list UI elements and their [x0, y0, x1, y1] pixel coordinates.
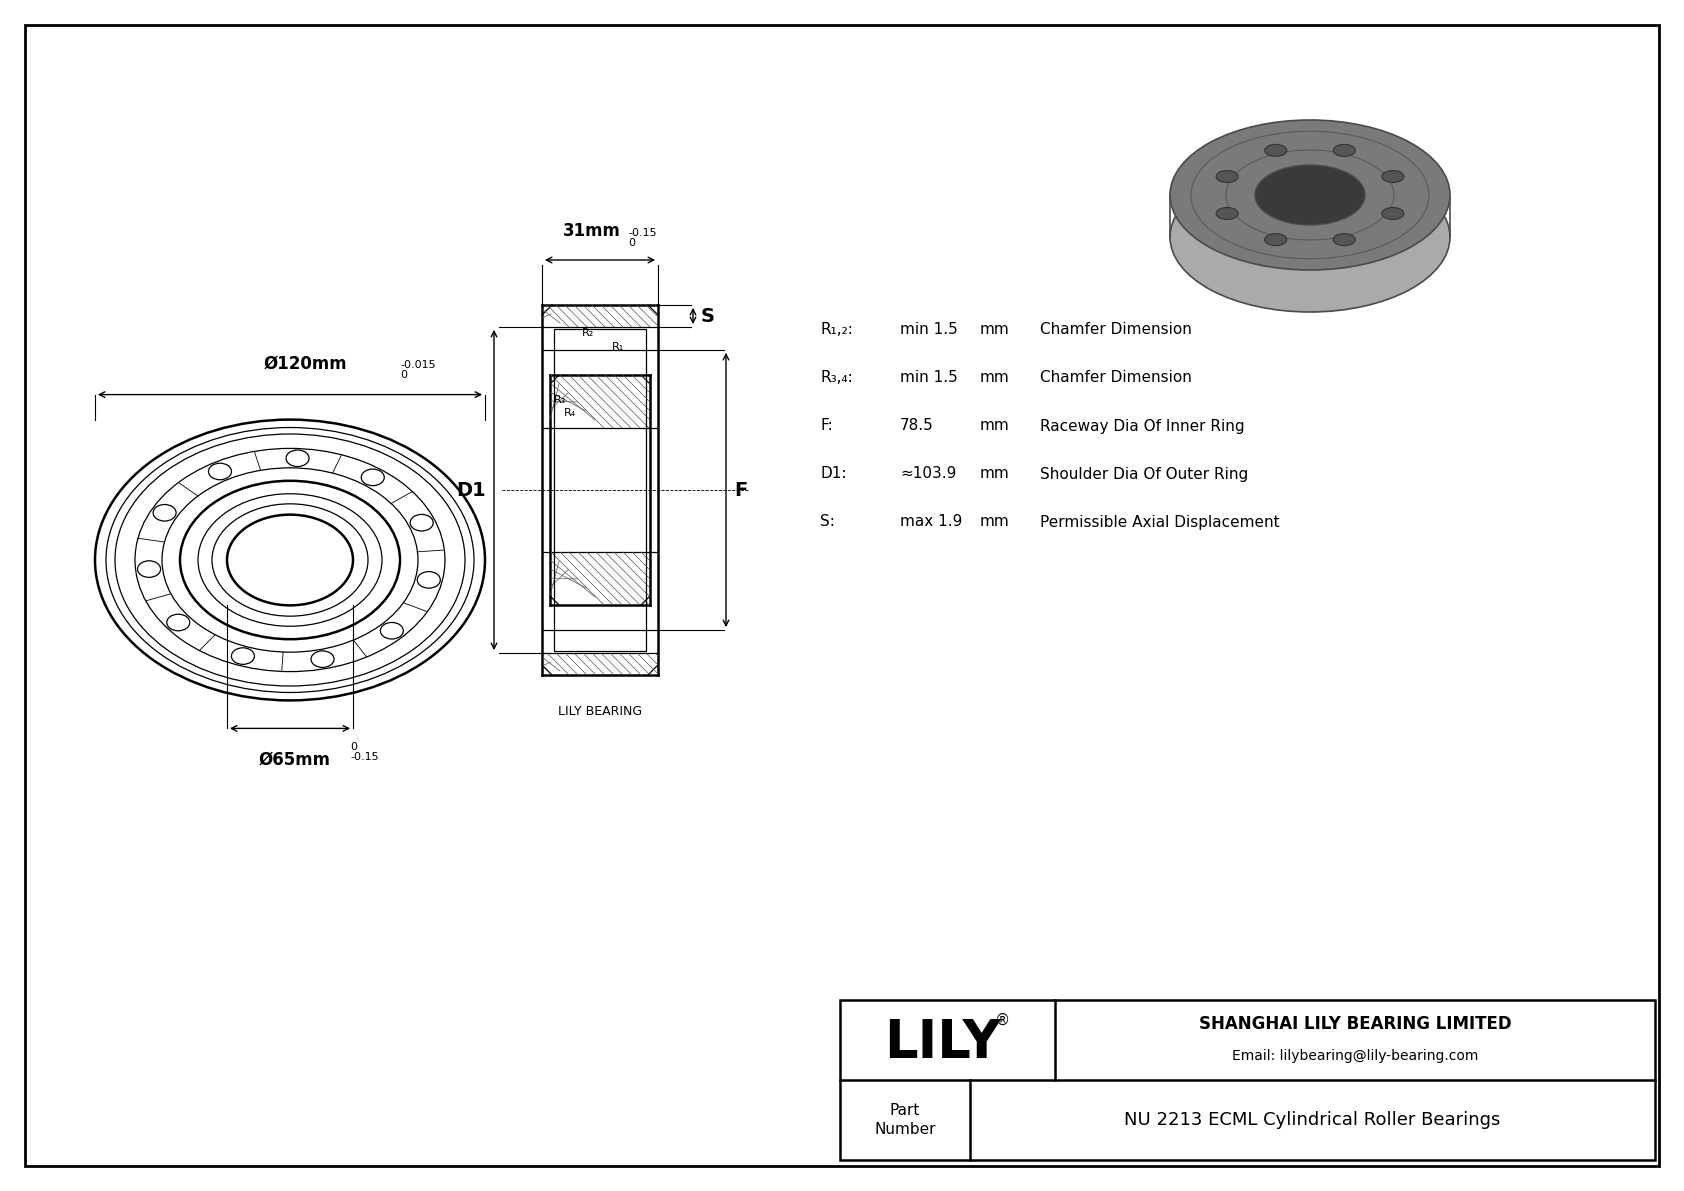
Text: Shoulder Dia Of Outer Ring: Shoulder Dia Of Outer Ring [1041, 467, 1248, 481]
Ellipse shape [1216, 207, 1238, 219]
Text: -0.15: -0.15 [628, 227, 657, 238]
Ellipse shape [1265, 233, 1287, 245]
Text: Part
Number: Part Number [874, 1103, 936, 1137]
Text: LILY: LILY [884, 1017, 1000, 1070]
Ellipse shape [1334, 233, 1356, 245]
Text: S:: S: [820, 515, 835, 530]
Text: ≈103.9: ≈103.9 [899, 467, 957, 481]
Text: Ø120mm: Ø120mm [263, 355, 347, 373]
Ellipse shape [1334, 144, 1356, 156]
Ellipse shape [1255, 207, 1366, 267]
Text: max 1.9: max 1.9 [899, 515, 962, 530]
Text: Email: lilybearing@lily-bearing.com: Email: lilybearing@lily-bearing.com [1231, 1049, 1479, 1064]
Ellipse shape [1383, 207, 1404, 219]
Text: R₃,₄:: R₃,₄: [820, 370, 852, 386]
Bar [554, 329, 647, 651]
Ellipse shape [1216, 170, 1238, 182]
Text: SHANGHAI LILY BEARING LIMITED: SHANGHAI LILY BEARING LIMITED [1199, 1015, 1511, 1033]
Bar [840, 1000, 1655, 1160]
Text: D1: D1 [456, 480, 487, 499]
Text: R₂: R₂ [583, 328, 594, 338]
Text: R₃: R₃ [554, 395, 566, 405]
Text: mm: mm [980, 515, 1010, 530]
Text: Permissible Axial Displacement: Permissible Axial Displacement [1041, 515, 1280, 530]
Text: NU 2213 ECML Cylindrical Roller Bearings: NU 2213 ECML Cylindrical Roller Bearings [1125, 1111, 1500, 1129]
Text: R₁: R₁ [611, 342, 625, 353]
Ellipse shape [1383, 170, 1404, 182]
Text: mm: mm [980, 370, 1010, 386]
Text: R₁,₂:: R₁,₂: [820, 323, 852, 337]
Ellipse shape [1170, 120, 1450, 270]
Text: LILY BEARING: LILY BEARING [557, 705, 642, 718]
Text: ®: ® [995, 1012, 1010, 1028]
Text: D1:: D1: [820, 467, 847, 481]
Text: -0.15: -0.15 [350, 753, 379, 762]
Text: min 1.5: min 1.5 [899, 370, 958, 386]
Text: min 1.5: min 1.5 [899, 323, 958, 337]
Text: mm: mm [980, 418, 1010, 434]
Text: 78.5: 78.5 [899, 418, 933, 434]
Ellipse shape [1265, 144, 1287, 156]
Text: F:: F: [820, 418, 834, 434]
Text: 0: 0 [401, 369, 408, 380]
Text: 31mm: 31mm [562, 222, 621, 241]
Text: 0: 0 [350, 742, 357, 753]
Ellipse shape [1255, 166, 1366, 225]
Text: Ø65mm: Ø65mm [259, 750, 332, 768]
Text: mm: mm [980, 323, 1010, 337]
Text: mm: mm [980, 467, 1010, 481]
Text: Chamfer Dimension: Chamfer Dimension [1041, 370, 1192, 386]
Ellipse shape [1170, 162, 1450, 312]
Text: S: S [701, 306, 716, 325]
Text: -0.015: -0.015 [401, 360, 436, 369]
Text: F: F [734, 480, 748, 499]
Text: 0: 0 [628, 238, 635, 248]
Text: Raceway Dia Of Inner Ring: Raceway Dia Of Inner Ring [1041, 418, 1244, 434]
Text: R₄: R₄ [564, 409, 576, 418]
Text: Chamfer Dimension: Chamfer Dimension [1041, 323, 1192, 337]
